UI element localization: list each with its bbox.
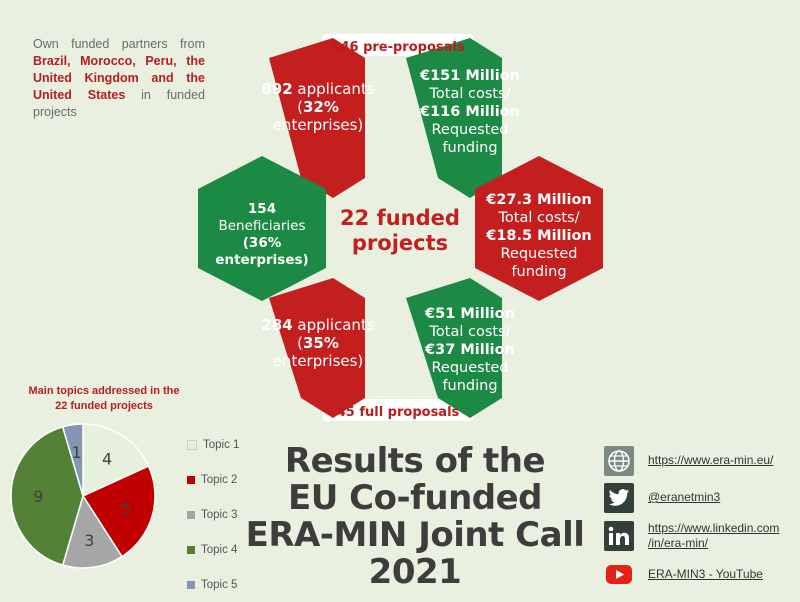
beneficiaries-enterprises: enterprises) — [215, 252, 308, 268]
social-row-linkedin: https://www.linkedin.com /in/era-min/ — [604, 516, 779, 556]
pie-title: Main topics addressed in the 22 funded p… — [14, 384, 194, 414]
youtube-icon[interactable] — [604, 560, 634, 590]
pie-slice-1 — [82, 423, 150, 498]
hexagon-mid-right — [475, 156, 603, 301]
applicants-284-word: applicants — [293, 316, 375, 334]
pie-legend: Topic 1 Topic 2 Topic 3 Topic 4 Topic 5 — [187, 427, 239, 602]
total-costs-51-label: Total costs/ — [429, 324, 511, 340]
partners-note: Own funded partners from Brazil, Morocco… — [33, 36, 205, 121]
pie-slice-4 — [10, 425, 84, 567]
total-costs-151-label: Total costs/ — [429, 86, 511, 102]
funded-projects-line2: projects — [352, 231, 448, 255]
pie-title-line2: 22 funded projects — [55, 400, 153, 412]
pie-value-label-3: 3 — [84, 531, 94, 550]
applicants-892-paren: ( — [297, 98, 303, 116]
legend-swatch-2 — [187, 475, 195, 484]
pie-title-line1: Main topics addressed in the — [28, 385, 180, 397]
social-row-website: https://www.era-min.eu/ — [604, 442, 779, 479]
applicants-284-paren: ( — [297, 334, 303, 352]
legend-label-1: Topic 1 — [203, 438, 240, 451]
total-costs-27: €27.3 Million — [485, 192, 592, 208]
pre-proposals-label: 146 pre-proposals — [331, 40, 464, 55]
social-links: https://www.era-min.eu/ @eranetmin3 http… — [604, 442, 779, 593]
linkedin-icon[interactable] — [604, 521, 634, 551]
applicants-284-line2: (35% — [297, 334, 339, 352]
requested-116-label2: funding — [442, 140, 497, 156]
applicants-892-line2: (32% — [297, 98, 339, 116]
requested-18-label1: Requested — [500, 246, 577, 262]
full-proposals-label: 45 full proposals — [337, 405, 460, 420]
hexagon-bottom-left — [269, 278, 365, 418]
website-link[interactable]: https://www.era-min.eu/ — [648, 453, 774, 467]
applicants-284-count: 284 — [261, 316, 292, 334]
social-row-twitter: @eranetmin3 — [604, 479, 779, 516]
applicants-892-line3: enterprises) — [273, 116, 364, 134]
linkedin-link-line1[interactable]: https://www.linkedin.com — [648, 521, 780, 535]
pie-value-label-4: 9 — [33, 487, 43, 506]
legend-item-4: Topic 4 — [187, 532, 239, 567]
pie-value-label-5: 1 — [72, 443, 82, 462]
requested-37: €37 Million — [424, 342, 515, 358]
hexagon-top-right — [406, 38, 502, 198]
twitter-icon[interactable] — [604, 482, 634, 513]
hexagon-mid-left — [198, 156, 326, 301]
pie-slice-2 — [81, 465, 156, 558]
legend-swatch-5 — [187, 580, 195, 589]
legend-item-5: Topic 5 — [187, 567, 239, 602]
requested-37-label1: Requested — [431, 360, 508, 376]
beneficiaries-percent: (36% — [243, 235, 282, 251]
legend-label-3: Topic 3 — [201, 508, 238, 521]
partners-note-post: in funded projects — [33, 88, 205, 119]
legend-item-2: Topic 2 — [187, 462, 239, 497]
pie-slice-3 — [61, 494, 123, 569]
title-line1: Results of the — [284, 441, 546, 481]
requested-18-label2: funding — [511, 264, 566, 280]
pie-slice-5 — [61, 423, 84, 497]
youtube-link[interactable]: ERA-MIN3 - YouTube — [648, 567, 763, 581]
total-costs-51: €51 Million — [424, 306, 515, 322]
total-costs-27-label: Total costs/ — [498, 210, 580, 226]
applicants-284-line3: enterprises) — [273, 352, 364, 370]
full-proposals-tab — [322, 399, 474, 421]
applicants-892-percent: 32% — [303, 98, 339, 116]
linkedin-link-line2[interactable]: /in/era-min/ — [648, 536, 709, 550]
legend-label-4: Topic 4 — [201, 543, 238, 556]
legend-swatch-4 — [187, 545, 195, 554]
legend-item-3: Topic 3 — [187, 497, 239, 532]
funded-projects-line1: 22 funded — [340, 206, 460, 230]
requested-116-label1: Requested — [431, 122, 508, 138]
partners-note-pre: Own funded partners from — [33, 37, 205, 51]
beneficiaries-count: 154 — [248, 201, 276, 217]
legend-item-1: Topic 1 — [187, 427, 239, 462]
partners-countries: Brazil, Morocco, Peru, the United Kingdo… — [33, 54, 205, 102]
linkedin-link[interactable]: https://www.linkedin.com /in/era-min/ — [648, 521, 779, 551]
applicants-284-percent: 35% — [303, 334, 339, 352]
requested-37-label2: funding — [442, 378, 497, 394]
title-line4: 2021 — [368, 552, 462, 592]
social-row-youtube: ERA-MIN3 - YouTube — [604, 556, 779, 593]
legend-label-5: Topic 5 — [201, 578, 238, 591]
title-line2: EU Co-funded — [287, 478, 543, 518]
hexagon-top-left — [269, 38, 365, 198]
legend-swatch-1 — [187, 439, 197, 450]
globe-icon[interactable] — [604, 445, 634, 476]
total-costs-151: €151 Million — [419, 68, 520, 84]
applicants-892-count: 892 — [261, 80, 292, 98]
requested-116: €116 Million — [419, 104, 520, 120]
beneficiaries-label: Beneficiaries — [218, 218, 305, 234]
applicants-284-line1: 284 applicants — [261, 316, 374, 334]
page-title: Results of the EU Co-funded ERA-MIN Join… — [240, 443, 590, 591]
title-line3: ERA-MIN Joint Call — [245, 515, 585, 555]
hexagon-bottom-right — [406, 278, 502, 418]
applicants-892-line1: 892 applicants — [261, 80, 374, 98]
legend-swatch-3 — [187, 510, 195, 519]
legend-label-2: Topic 2 — [201, 473, 238, 486]
applicants-892-word: applicants — [293, 80, 375, 98]
pie-value-label-2: 5 — [121, 500, 131, 519]
topics-pie-chart: 4 5 3 9 1 — [10, 423, 156, 569]
requested-18: €18.5 Million — [485, 228, 592, 244]
twitter-link[interactable]: @eranetmin3 — [648, 490, 721, 504]
pie-value-label-1: 4 — [102, 449, 112, 468]
